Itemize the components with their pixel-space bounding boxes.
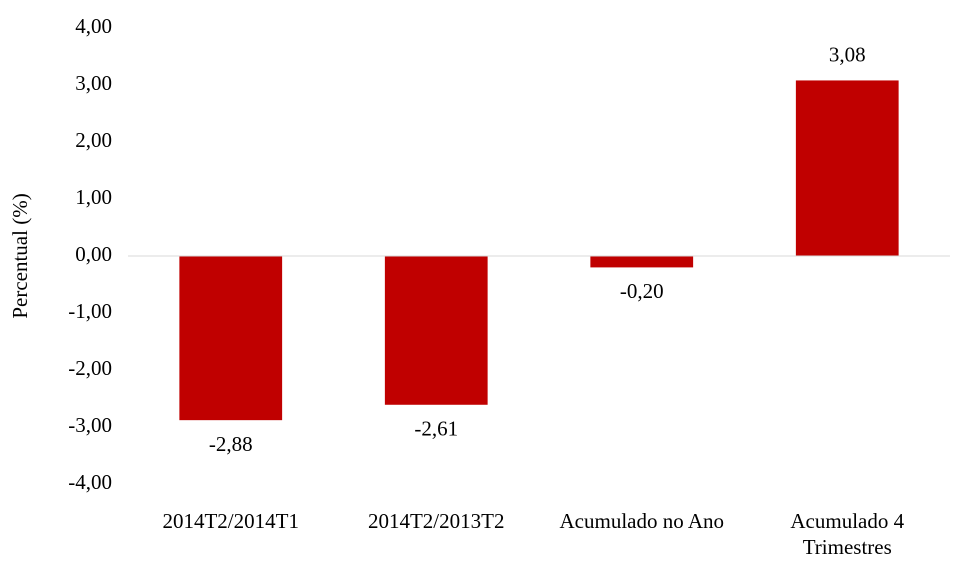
y-tick-label: -4,00 bbox=[68, 470, 112, 494]
y-tick-label: 1,00 bbox=[75, 185, 112, 209]
bar bbox=[590, 256, 694, 268]
y-tick-label: -1,00 bbox=[68, 299, 112, 323]
value-label: -0,20 bbox=[620, 279, 664, 303]
y-tick-label: 3,00 bbox=[75, 71, 112, 95]
bar bbox=[384, 256, 488, 405]
bar bbox=[795, 80, 899, 256]
y-tick-label: 0,00 bbox=[75, 242, 112, 266]
bar bbox=[179, 256, 283, 421]
y-tick-label: 4,00 bbox=[75, 14, 112, 38]
value-label: -2,88 bbox=[209, 432, 253, 456]
y-tick-label: -3,00 bbox=[68, 413, 112, 437]
y-tick-label: 2,00 bbox=[75, 128, 112, 152]
y-tick-label: -2,00 bbox=[68, 356, 112, 380]
y-axis-label: Percentual (%) bbox=[8, 193, 32, 318]
x-tick-label: Acumulado 4 Trimestres bbox=[790, 509, 905, 559]
value-label: 3,08 bbox=[829, 42, 866, 66]
x-tick-label: 2014T2/2014T1 bbox=[162, 509, 299, 533]
value-label: -2,61 bbox=[414, 417, 458, 441]
x-tick-label: Acumulado no Ano bbox=[559, 509, 724, 533]
x-tick-label: 2014T2/2013T2 bbox=[367, 509, 505, 533]
